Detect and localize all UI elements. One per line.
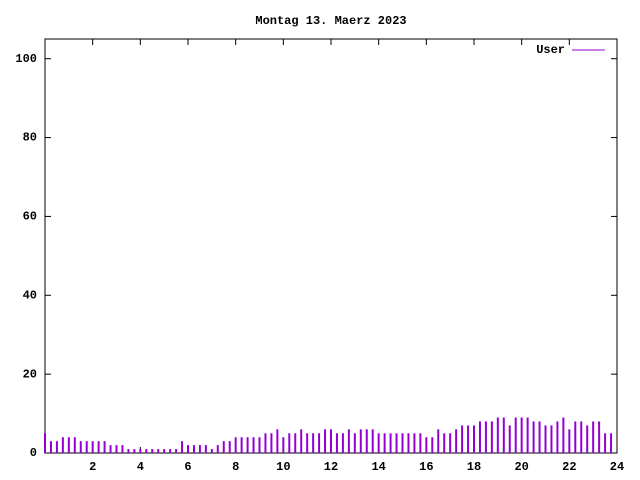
x-tick-label: 20 [514, 460, 528, 474]
x-tick-label: 24 [610, 460, 624, 474]
x-tick-label: 18 [467, 460, 481, 474]
x-tick-label: 12 [324, 460, 338, 474]
chart-title: Montag 13. Maerz 2023 [255, 14, 406, 28]
x-tick-label: 14 [371, 460, 385, 474]
y-tick-label: 80 [23, 131, 37, 145]
legend-label: User [536, 43, 565, 57]
y-tick-label: 20 [23, 367, 37, 381]
plot-border [44, 38, 618, 454]
y-tick-label: 100 [15, 52, 37, 66]
x-tick-label: 8 [232, 460, 239, 474]
y-tick-label: 60 [23, 210, 37, 224]
y-tick-label: 40 [23, 288, 37, 302]
x-tick-label: 10 [276, 460, 290, 474]
x-tick-label: 4 [137, 460, 144, 474]
x-tick-label: 16 [419, 460, 433, 474]
y-tick-label: 0 [30, 446, 37, 460]
x-tick-label: 6 [184, 460, 191, 474]
x-tick-label: 22 [562, 460, 576, 474]
x-tick-label: 2 [89, 460, 96, 474]
